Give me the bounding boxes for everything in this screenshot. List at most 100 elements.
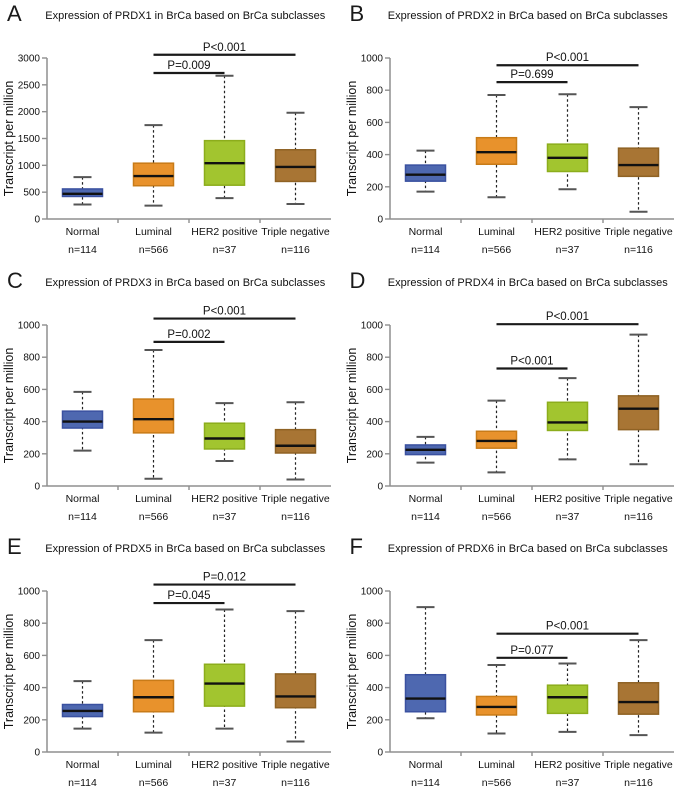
box-luminal	[475, 136, 517, 166]
category-label: Luminal	[478, 493, 515, 505]
panel-A: A Expression of PRDX1 in BrCa based on B…	[0, 0, 343, 267]
category-label: Triple negative	[604, 759, 673, 771]
category-label: Luminal	[135, 226, 172, 238]
y-tick-label: 2500	[18, 80, 41, 91]
box-luminal	[475, 696, 517, 717]
significance-label: P<0.001	[203, 42, 246, 54]
n-label: n=566	[481, 511, 511, 523]
category-label: Triple negative	[261, 493, 330, 505]
y-tick-label: 800	[366, 352, 383, 363]
panel-C-title: Expression of PRDX3 in BrCa based on BrC…	[45, 276, 326, 289]
category-label: Normal	[408, 226, 442, 238]
significance-label: P<0.001	[545, 311, 588, 323]
panel-F: F Expression of PRDX6 in BrCa based on B…	[343, 533, 685, 800]
n-label: n=116	[281, 511, 310, 523]
y-tick-label: 500	[23, 188, 40, 199]
box-normal	[404, 674, 446, 713]
box-triple-negative	[274, 149, 317, 183]
box-luminal	[132, 397, 175, 434]
panel-A-title: Expression of PRDX1 in BrCa based on BrC…	[45, 10, 326, 22]
category-label: HER2 positive	[534, 226, 601, 238]
significance-label: P=0.012	[203, 572, 246, 584]
y-tick-label: 1000	[18, 587, 41, 598]
panel-E-title: Expression of PRDX5 in BrCa based on BrC…	[45, 543, 326, 556]
significance-label: P=0.077	[510, 645, 553, 657]
y-axis-title: Transcript per million	[345, 347, 359, 463]
n-label: n=114	[411, 244, 440, 256]
category-label: HER2 positive	[534, 759, 601, 771]
box-her2-positive	[203, 663, 246, 708]
y-tick-label: 400	[366, 683, 383, 694]
n-label: n=37	[213, 244, 237, 256]
n-label: n=114	[411, 511, 440, 523]
category-label: Triple negative	[604, 493, 673, 505]
n-label: n=114	[68, 777, 97, 789]
y-axis-title: Transcript per million	[345, 81, 359, 197]
category-label: Triple negative	[261, 226, 330, 238]
significance-label: P=0.699	[510, 69, 553, 81]
box-her2-positive	[203, 422, 246, 450]
box-triple-negative	[617, 682, 659, 716]
panel-B: B Expression of PRDX2 in BrCa based on B…	[343, 0, 685, 267]
box-luminal	[132, 162, 175, 187]
category-label: Luminal	[478, 759, 515, 771]
y-axis-title: Transcript per million	[2, 81, 16, 197]
box-luminal	[132, 679, 175, 713]
panel-E-chart: 0 200 400 600 800 1000 Transcript per million N…	[2, 572, 331, 789]
box-luminal	[475, 430, 517, 449]
panel-D-chart: 0 200 400 600 800 1000 Transcript per million N…	[345, 311, 674, 523]
box-normal	[404, 164, 446, 182]
y-tick-label: 0	[34, 748, 40, 759]
y-tick-label: 3000	[18, 54, 41, 65]
panel-C: C Expression of PRDX3 in BrCa based on B…	[0, 267, 343, 534]
y-tick-label: 400	[366, 150, 383, 161]
panel-D-letter: D	[349, 267, 366, 293]
n-label: n=37	[213, 777, 237, 789]
panel-B-title: Expression of PRDX2 in BrCa based on BrC…	[387, 10, 668, 22]
category-label: Normal	[66, 226, 100, 238]
y-tick-label: 0	[34, 215, 40, 226]
y-axis-title: Transcript per million	[2, 347, 16, 463]
n-label: n=116	[624, 244, 653, 256]
y-tick-label: 1000	[18, 320, 41, 331]
box-triple-negative	[274, 428, 317, 454]
panel-D-title: Expression of PRDX4 in BrCa based on BrC…	[387, 276, 668, 289]
y-tick-label: 0	[377, 748, 383, 759]
n-label: n=37	[555, 511, 579, 523]
panel-A-letter: A	[7, 1, 23, 26]
y-tick-label: 200	[366, 449, 383, 460]
box-triple-negative	[274, 673, 317, 709]
category-label: Triple negative	[261, 759, 330, 771]
n-label: n=114	[68, 244, 97, 256]
panel-C-letter: C	[7, 267, 24, 293]
n-label: n=37	[555, 244, 579, 256]
y-axis-title: Transcript per million	[2, 614, 16, 730]
panel-A-chart: 0 500 1000 1500 2000 2500 3000 Transcript per m…	[2, 42, 331, 256]
category-label: HER2 positive	[191, 226, 258, 238]
significance-label: P=0.009	[167, 60, 210, 72]
panel-E: E Expression of PRDX5 in BrCa based on B…	[0, 533, 343, 800]
panel-F-title: Expression of PRDX6 in BrCa based on BrC…	[387, 543, 668, 556]
y-tick-label: 2000	[18, 107, 41, 118]
significance-label: P=0.002	[167, 329, 210, 341]
y-tick-label: 800	[23, 352, 40, 363]
y-tick-label: 200	[366, 716, 383, 727]
category-label: HER2 positive	[191, 759, 258, 771]
category-label: Normal	[66, 493, 100, 505]
n-label: n=116	[624, 511, 653, 523]
significance-label: P=0.045	[167, 590, 210, 602]
panel-C-chart: 0 200 400 600 800 1000 Transcript per million N…	[2, 305, 331, 523]
n-label: n=114	[411, 777, 440, 789]
box-triple-negative	[617, 394, 659, 431]
y-tick-label: 400	[366, 417, 383, 428]
y-tick-label: 0	[377, 481, 383, 492]
category-label: Luminal	[478, 226, 515, 238]
y-tick-label: 400	[23, 417, 40, 428]
category-label: Luminal	[135, 493, 172, 505]
y-tick-label: 800	[366, 86, 383, 97]
panel-F-chart: 0 200 400 600 800 1000 Transcript per million N…	[345, 587, 674, 789]
category-label: Luminal	[135, 759, 172, 771]
n-label: n=116	[624, 777, 653, 789]
panel-B-chart: 0 200 400 600 800 1000 Transcript per million N…	[345, 52, 674, 256]
